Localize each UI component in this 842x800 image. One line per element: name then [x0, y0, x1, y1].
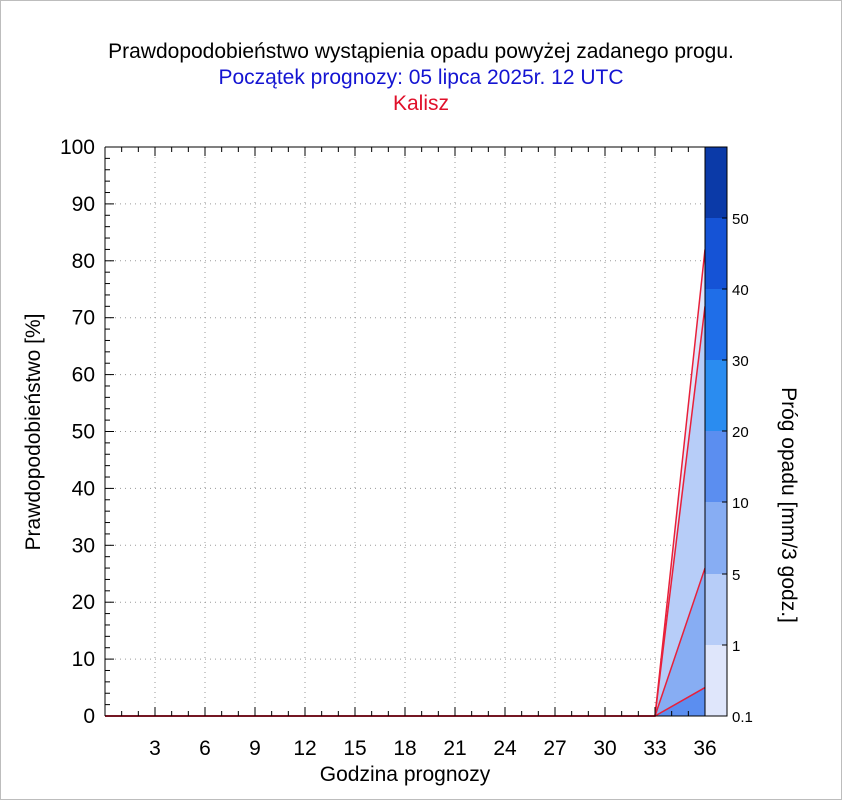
y-tick-label: 10 — [72, 648, 95, 671]
grid — [105, 146, 706, 717]
y-tick-label: 20 — [72, 591, 95, 614]
chart-title: Prawdopodobieństwo wystąpienia opadu pow… — [108, 40, 734, 63]
y-axis-label: Prawdopodobieństwo [%] — [22, 314, 45, 551]
x-tick-label: 15 — [343, 737, 366, 760]
colorbar-band-0.1 — [705, 645, 727, 716]
x-tick-label: 3 — [149, 737, 161, 760]
x-tick-label: 24 — [493, 737, 517, 760]
colorbar-band-1 — [705, 574, 727, 645]
forecast-start-subtitle: Początek prognozy: 05 lipca 2025r. 12 UT… — [218, 66, 624, 89]
y-tick-label: 0 — [83, 705, 95, 728]
colorbar: 0.1 1 5 10 20 30 40 50 — [704, 146, 753, 726]
x-tick-label: 18 — [393, 737, 416, 760]
colorbar-tick-label: 20 — [732, 424, 749, 441]
y-tick-label: 70 — [72, 307, 95, 330]
colorbar-band-40 — [705, 218, 727, 289]
colorbar-band-5 — [705, 502, 727, 574]
x-tick-label: 36 — [693, 737, 716, 760]
colorbar-band-10 — [705, 431, 727, 502]
x-tick-label: 21 — [443, 737, 466, 760]
x-tick-label: 9 — [249, 737, 261, 760]
colorbar-tick-label: 40 — [732, 282, 749, 299]
colorbar-tick-label: 1 — [732, 638, 740, 655]
colorbar-tick-label: 50 — [732, 211, 749, 228]
colorbar-tick-label: 5 — [732, 567, 740, 584]
y-tick-label: 80 — [72, 250, 95, 273]
x-tick-label: 6 — [199, 737, 211, 760]
x-tick-label: 30 — [593, 737, 616, 760]
x-tick-label: 12 — [293, 737, 316, 760]
y-tick-label: 100 — [60, 136, 95, 159]
x-tick-label: 27 — [543, 737, 566, 760]
y-tick-label: 50 — [72, 421, 95, 444]
y-tick-label: 30 — [72, 534, 95, 557]
y-tick-label: 40 — [72, 477, 95, 500]
x-axis-label: Godzina prognozy — [320, 763, 491, 786]
y-tick-label: 60 — [72, 364, 95, 387]
colorbar-label: Próg opadu [mm/3 godz.] — [777, 387, 800, 623]
location-label: Kalisz — [392, 92, 450, 115]
colorbar-tick-label: 10 — [732, 495, 749, 512]
colorbar-band-30 — [705, 289, 727, 360]
x-tick-label: 33 — [643, 737, 666, 760]
colorbar-band-20 — [705, 360, 727, 431]
colorbar-tick-label: 0.1 — [732, 709, 753, 726]
y-tick-label: 90 — [72, 193, 95, 216]
colorbar-band-50 — [705, 147, 727, 218]
colorbar-tick-label: 30 — [732, 353, 749, 370]
